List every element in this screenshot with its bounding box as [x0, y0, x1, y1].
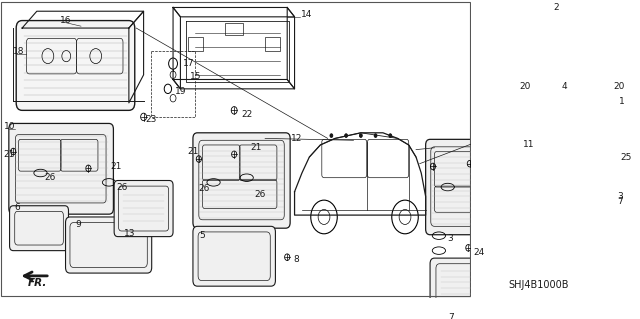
- Text: 26: 26: [199, 184, 210, 193]
- Text: 25: 25: [621, 152, 632, 162]
- Text: 1: 1: [619, 97, 625, 106]
- Text: 9: 9: [75, 220, 81, 229]
- FancyBboxPatch shape: [193, 133, 290, 228]
- Text: 7: 7: [617, 197, 623, 205]
- Text: 4: 4: [561, 82, 567, 91]
- Text: 20: 20: [519, 82, 531, 91]
- FancyBboxPatch shape: [9, 123, 113, 214]
- Text: 26: 26: [116, 182, 128, 191]
- FancyBboxPatch shape: [16, 20, 135, 110]
- Text: 21: 21: [4, 150, 15, 159]
- Text: 6: 6: [15, 203, 20, 212]
- Text: 2: 2: [554, 3, 559, 12]
- FancyBboxPatch shape: [426, 139, 522, 235]
- Text: 21: 21: [188, 147, 199, 156]
- Circle shape: [360, 134, 362, 137]
- Text: 26: 26: [44, 173, 56, 182]
- Text: 17: 17: [182, 59, 194, 68]
- Text: 8: 8: [293, 256, 299, 264]
- Circle shape: [344, 134, 348, 137]
- Text: 3: 3: [448, 234, 454, 243]
- FancyBboxPatch shape: [525, 96, 620, 192]
- Text: 19: 19: [175, 87, 186, 96]
- Text: 22: 22: [241, 110, 253, 119]
- Text: 15: 15: [190, 72, 202, 81]
- FancyBboxPatch shape: [526, 6, 608, 80]
- FancyBboxPatch shape: [10, 206, 68, 251]
- Circle shape: [389, 134, 392, 137]
- Text: 26: 26: [254, 190, 266, 199]
- Text: 11: 11: [523, 140, 534, 150]
- FancyBboxPatch shape: [193, 226, 275, 286]
- Circle shape: [330, 134, 333, 137]
- Text: 20: 20: [613, 82, 625, 91]
- Bar: [151, 51, 195, 117]
- Text: 24: 24: [474, 248, 484, 257]
- Text: 21: 21: [250, 143, 262, 152]
- Bar: [225, 23, 243, 34]
- Text: FR.: FR.: [28, 278, 47, 288]
- Text: 23: 23: [146, 115, 157, 124]
- Text: 14: 14: [300, 10, 312, 19]
- Circle shape: [374, 134, 377, 137]
- FancyBboxPatch shape: [65, 217, 152, 273]
- Text: 5: 5: [199, 231, 205, 240]
- Text: 7: 7: [448, 314, 454, 319]
- Text: 21: 21: [111, 162, 122, 171]
- FancyBboxPatch shape: [525, 195, 620, 281]
- Text: SHJ4B1000B: SHJ4B1000B: [508, 280, 568, 290]
- Text: 18: 18: [13, 47, 25, 56]
- Text: 3: 3: [617, 192, 623, 201]
- Text: 13: 13: [124, 229, 135, 238]
- Text: 16: 16: [60, 16, 72, 25]
- Bar: [265, 37, 280, 51]
- Text: 12: 12: [291, 134, 302, 143]
- FancyBboxPatch shape: [430, 258, 524, 318]
- FancyBboxPatch shape: [114, 181, 173, 237]
- Text: 10: 10: [4, 122, 15, 131]
- Bar: [188, 37, 202, 51]
